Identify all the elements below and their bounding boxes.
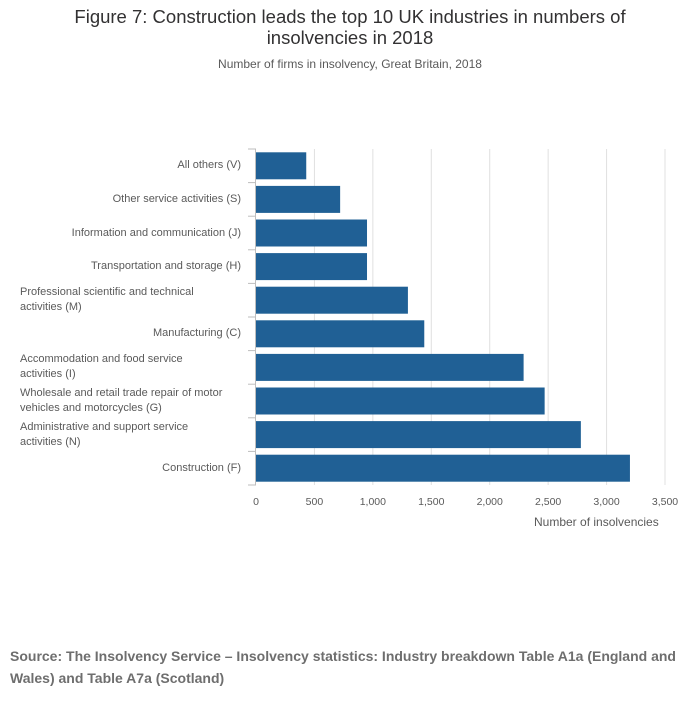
- category-label: Construction (F): [162, 461, 241, 474]
- bar: [256, 454, 630, 482]
- bar: [256, 253, 368, 281]
- category-label: Other service activities (S): [112, 192, 241, 205]
- x-tick-label: 0: [253, 496, 259, 508]
- category-label: activities (N): [20, 435, 81, 448]
- bar: [256, 421, 581, 449]
- x-tick-label: 3,500: [652, 496, 678, 508]
- x-tick-label: 2,000: [477, 496, 503, 508]
- category-label: activities (I): [20, 368, 76, 381]
- bar: [256, 353, 524, 381]
- bar: [256, 152, 307, 180]
- x-tick-label: 1,500: [418, 496, 444, 508]
- category-label: All others (V): [177, 159, 241, 172]
- bar: [256, 219, 368, 247]
- source-note: Source: The Insolvency Service – Insolve…: [10, 648, 676, 686]
- bar: [256, 320, 425, 348]
- x-tick-label: 500: [306, 496, 324, 508]
- category-label: Wholesale and retail trade repair of mot…: [20, 387, 223, 399]
- category-label: Accommodation and food service: [20, 353, 183, 366]
- x-tick-label: 2,500: [535, 496, 561, 508]
- bar: [256, 387, 545, 415]
- chart-subtitle: Number of firms in insolvency, Great Bri…: [218, 57, 482, 71]
- bar: [256, 286, 408, 314]
- x-tick-label: 3,000: [593, 496, 619, 508]
- category-label: activities (M): [20, 301, 82, 314]
- category-label: Information and communication (J): [71, 226, 241, 239]
- category-label: Transportation and storage (H): [91, 260, 241, 273]
- x-tick-label: 1,000: [360, 496, 386, 508]
- chart-title: Figure 7: Construction leads the top 10 …: [74, 6, 626, 48]
- x-axis-label: Number of insolvencies: [534, 515, 659, 529]
- bar: [256, 185, 341, 213]
- bar-chart: 0 500 1,000 1,500 2,000 2,500 3,000 3,500: [248, 148, 678, 508]
- category-label: vehicles and motorcycles (G): [20, 402, 162, 414]
- category-label: Administrative and support service: [20, 420, 189, 433]
- category-label: Professional scientific and technical: [20, 286, 194, 299]
- category-label: Manufacturing (C): [152, 327, 241, 340]
